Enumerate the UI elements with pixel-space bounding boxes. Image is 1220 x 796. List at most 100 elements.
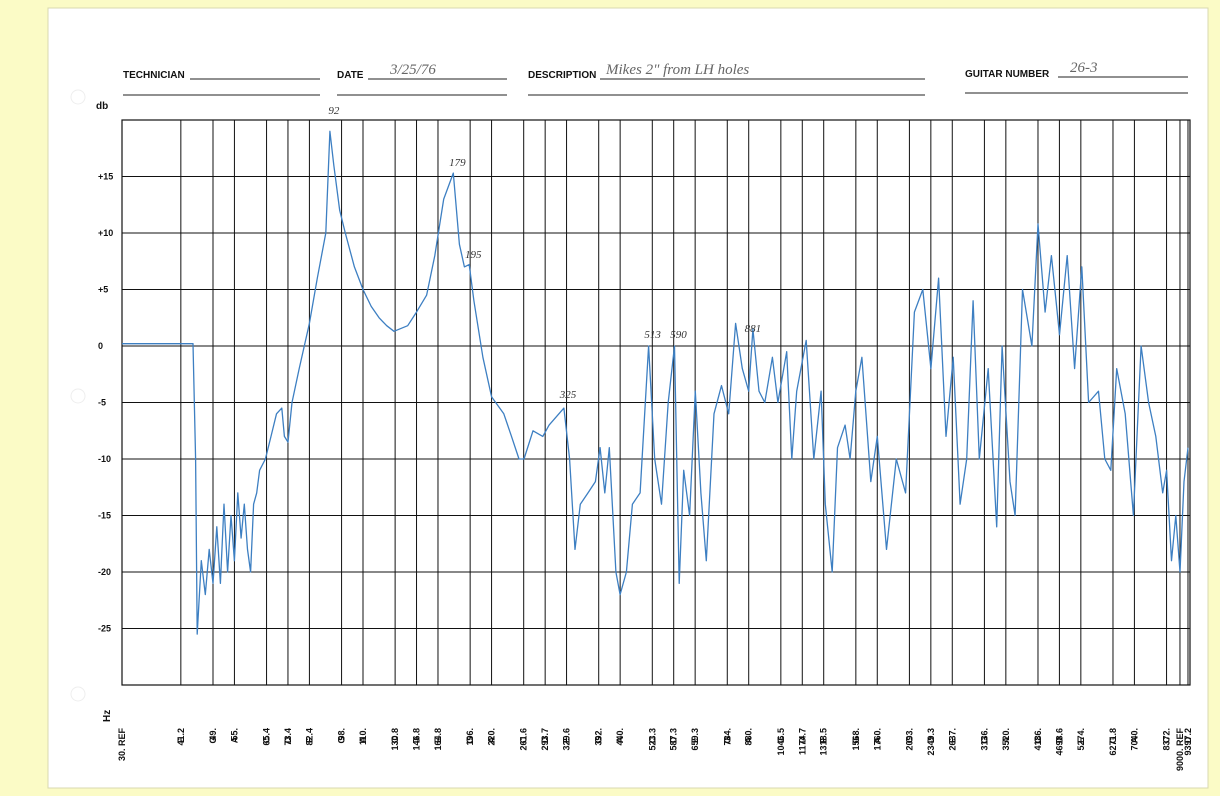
note-label: A — [1001, 736, 1011, 743]
note-label: E — [562, 737, 572, 743]
note-label: G — [337, 736, 347, 743]
note-label: G — [208, 736, 218, 743]
x-tick-label: 440. — [615, 728, 625, 746]
x-tick-label: 1046.5 — [776, 728, 786, 756]
x-tick-label: 392. — [594, 728, 604, 746]
x-tick-label: 98. — [337, 728, 347, 741]
x-tick-label: 3136. — [979, 728, 989, 751]
note-label: D — [540, 736, 550, 743]
annotation: 92 — [328, 105, 340, 117]
x-tick-label: 5274. — [1076, 728, 1086, 751]
note-label: G — [722, 736, 732, 743]
x-tick-label: 65.4 — [262, 728, 272, 746]
date-value: 3/25/76 — [389, 62, 436, 78]
header — [123, 76, 1188, 96]
x-tick-label: 55. — [229, 728, 239, 741]
note-label: E — [176, 737, 186, 743]
x-tick-label: 1318.5 — [819, 728, 829, 756]
y-tick-label: -5 — [98, 398, 106, 408]
paper — [47, 7, 1209, 789]
x-tick-label: 587.3 — [669, 728, 679, 751]
note-label: D — [1054, 736, 1064, 743]
note-label: D — [669, 736, 679, 743]
note-label: A — [229, 736, 239, 743]
x-tick-label: 2637. — [947, 728, 957, 751]
date-label: DATE — [337, 70, 364, 81]
x-tick-label: 784. — [722, 728, 732, 746]
note-label: E — [1076, 737, 1086, 743]
x-tick-label: 1760. — [872, 728, 882, 751]
x-tick-label: 146.8 — [412, 728, 422, 751]
x-tick-label: 9000. REF — [1175, 728, 1185, 772]
note-label: C — [904, 736, 914, 743]
note-label: E — [947, 737, 957, 743]
y-tick-label: -10 — [98, 454, 111, 464]
x-tick-label: 2349.3 — [926, 728, 936, 756]
x-tick-label: 196. — [465, 728, 475, 746]
y-tick-label: -25 — [98, 624, 111, 634]
note-label: D — [797, 736, 807, 743]
annotation: 881 — [745, 323, 762, 335]
x-tick-label: 9397.2 — [1183, 728, 1193, 756]
note-label: A — [744, 736, 754, 743]
note-label: A — [615, 736, 625, 743]
x-tick-label: 880. — [744, 728, 754, 746]
x-tick-label: 4186. — [1033, 728, 1043, 751]
x-tick-label: 7040. — [1129, 728, 1139, 751]
y-tick-label: +5 — [98, 285, 108, 295]
annotation: 179 — [449, 157, 466, 169]
x-tick-label: 261.6 — [519, 728, 529, 751]
x-tick-label: 329.6 — [562, 728, 572, 751]
guitar-number-value: 26-3 — [1070, 60, 1098, 76]
x-tick-label: 110. — [358, 728, 368, 745]
note-label: E — [304, 737, 314, 743]
note-label: A — [487, 736, 497, 743]
y-axis-label: db — [96, 101, 108, 112]
y-tick-label: +15 — [98, 172, 113, 182]
x-tick-label: 220. — [487, 728, 497, 746]
note-label: C — [647, 736, 657, 743]
note-label: A — [1129, 736, 1139, 743]
x-tick-label: 73.4 — [283, 728, 293, 746]
x-tick-label: 1174.7 — [797, 728, 807, 755]
note-label: A — [358, 736, 368, 743]
note-label: D — [283, 736, 293, 743]
punch-hole — [70, 686, 86, 702]
guitar-number-label: GUITAR NUMBER — [965, 69, 1050, 80]
note-label: C — [1033, 736, 1043, 743]
x-tick-label: 130.8 — [390, 728, 400, 751]
description-label: DESCRIPTION — [528, 70, 596, 81]
note-label: D — [926, 736, 936, 743]
note-label: G — [1108, 736, 1118, 743]
x-tick-label: 3520. — [1001, 728, 1011, 751]
note-label: G — [465, 736, 475, 743]
y-tick-label: +10 — [98, 228, 113, 238]
x-tick-label: 8372. — [1162, 728, 1172, 751]
note-label: G — [979, 736, 989, 743]
x-tick-label: 1568. — [851, 728, 861, 751]
x-tick-label: 4698.6 — [1054, 728, 1064, 756]
annotation: 513 — [644, 329, 661, 341]
x-axis-label: Hz — [102, 710, 113, 722]
x-tick-label: 2093. — [904, 728, 914, 751]
note-label: C — [519, 736, 529, 743]
note-label: C — [262, 736, 272, 743]
note-label: C — [390, 736, 400, 743]
x-tick-label: 30. REF — [117, 728, 127, 762]
note-label: G — [594, 736, 604, 743]
punch-hole — [70, 388, 86, 404]
x-tick-label: 6271.8 — [1108, 728, 1118, 756]
annotation: 195 — [465, 249, 482, 261]
note-label: A — [872, 736, 882, 743]
y-tick-label: 0 — [98, 341, 103, 351]
x-tick-label: 659.3 — [690, 728, 700, 751]
note-label: E — [433, 737, 443, 743]
y-tick-label: -15 — [98, 511, 111, 521]
annotation: 325 — [559, 389, 577, 401]
description-value: Mikes 2" from LH holes — [605, 62, 749, 78]
x-tick-label: 164.8 — [433, 728, 443, 751]
note-label: D — [1183, 736, 1193, 743]
x-tick-label: 41.2 — [176, 728, 186, 746]
note-label: E — [690, 737, 700, 743]
